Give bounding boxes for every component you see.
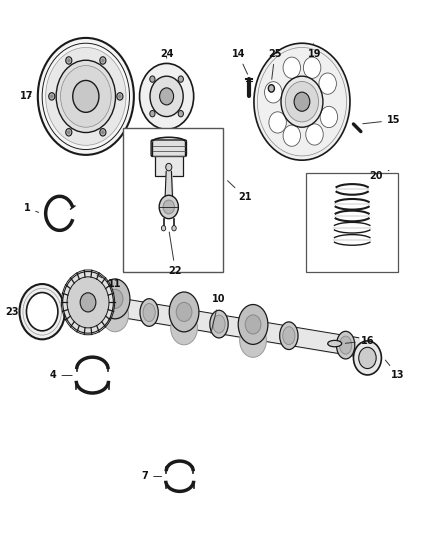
Circle shape (49, 93, 55, 100)
Circle shape (265, 82, 282, 103)
Text: 10: 10 (211, 294, 226, 333)
Circle shape (67, 131, 70, 134)
Circle shape (66, 56, 72, 64)
Bar (155, 154, 183, 176)
Ellipse shape (213, 315, 225, 333)
Circle shape (102, 59, 104, 62)
Text: 15: 15 (363, 115, 400, 125)
Circle shape (100, 56, 106, 64)
Circle shape (159, 195, 178, 219)
Ellipse shape (280, 322, 298, 350)
Circle shape (166, 164, 172, 171)
Circle shape (161, 225, 166, 231)
Circle shape (73, 80, 99, 112)
Text: 13: 13 (385, 360, 405, 381)
Text: 4: 4 (49, 370, 72, 381)
Circle shape (42, 43, 130, 150)
Circle shape (56, 60, 116, 133)
Circle shape (80, 293, 96, 312)
Ellipse shape (336, 332, 355, 359)
Circle shape (50, 95, 53, 98)
Ellipse shape (75, 292, 88, 310)
Circle shape (359, 348, 376, 368)
Circle shape (306, 124, 323, 145)
Circle shape (178, 110, 184, 117)
Ellipse shape (240, 324, 266, 357)
Circle shape (319, 73, 336, 94)
Circle shape (150, 110, 155, 117)
Circle shape (100, 128, 106, 136)
Circle shape (38, 38, 134, 155)
Text: 23: 23 (5, 306, 18, 317)
Circle shape (23, 288, 61, 335)
Text: 7: 7 (141, 472, 162, 481)
Ellipse shape (328, 341, 342, 347)
Circle shape (176, 302, 192, 321)
Ellipse shape (72, 287, 91, 315)
Text: 24: 24 (160, 49, 173, 59)
Circle shape (107, 289, 123, 309)
Text: 17: 17 (20, 91, 34, 101)
Circle shape (172, 225, 176, 231)
Circle shape (294, 92, 310, 111)
Bar (123, 128, 223, 272)
Circle shape (117, 93, 123, 100)
Ellipse shape (140, 298, 158, 326)
Circle shape (178, 76, 184, 82)
Ellipse shape (102, 298, 128, 332)
Text: 16: 16 (345, 336, 374, 346)
Ellipse shape (238, 304, 268, 344)
Circle shape (67, 59, 70, 62)
Text: 19: 19 (308, 43, 322, 59)
Circle shape (19, 284, 65, 340)
Circle shape (26, 293, 58, 331)
Text: 22: 22 (169, 232, 182, 276)
Circle shape (281, 76, 323, 127)
Text: 25: 25 (268, 49, 282, 79)
Bar (306, 173, 398, 272)
Ellipse shape (210, 310, 228, 338)
Circle shape (140, 63, 194, 130)
Ellipse shape (171, 311, 198, 345)
Circle shape (46, 47, 126, 146)
Circle shape (163, 200, 174, 214)
Circle shape (150, 76, 155, 82)
Circle shape (269, 112, 286, 133)
Ellipse shape (339, 336, 352, 354)
Circle shape (63, 271, 113, 333)
Text: 1: 1 (24, 203, 39, 213)
Ellipse shape (100, 279, 130, 319)
Text: 11: 11 (97, 276, 121, 288)
Circle shape (304, 57, 321, 78)
Ellipse shape (283, 327, 295, 345)
Circle shape (283, 125, 300, 146)
Circle shape (320, 107, 338, 127)
Circle shape (286, 82, 318, 122)
Circle shape (119, 95, 121, 98)
Circle shape (283, 57, 300, 78)
Text: 14: 14 (231, 49, 247, 74)
Circle shape (150, 76, 183, 117)
Circle shape (60, 66, 111, 127)
Circle shape (102, 131, 104, 134)
Circle shape (67, 277, 109, 328)
Circle shape (268, 85, 275, 92)
Text: 20: 20 (369, 171, 389, 181)
FancyBboxPatch shape (151, 140, 187, 157)
Circle shape (66, 128, 72, 136)
Circle shape (245, 315, 261, 334)
Circle shape (159, 88, 173, 105)
Ellipse shape (169, 292, 199, 332)
Circle shape (353, 341, 381, 375)
Text: 21: 21 (228, 181, 252, 203)
Ellipse shape (143, 303, 155, 321)
Circle shape (254, 43, 350, 160)
